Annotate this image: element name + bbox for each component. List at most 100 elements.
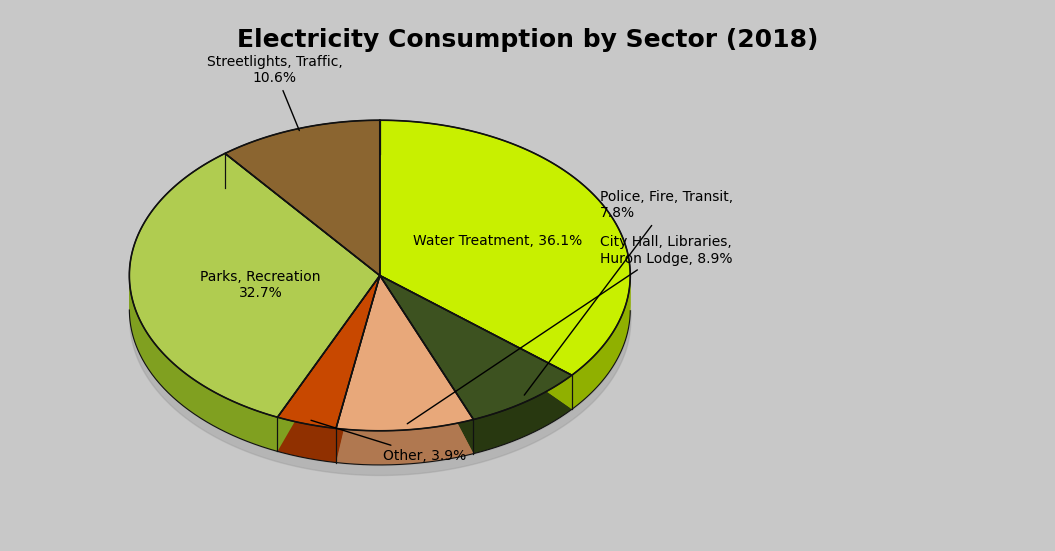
Polygon shape (277, 276, 380, 461)
Polygon shape (277, 276, 380, 454)
Polygon shape (130, 165, 380, 429)
Polygon shape (380, 134, 630, 389)
Polygon shape (380, 276, 572, 438)
Polygon shape (335, 276, 474, 443)
Polygon shape (380, 276, 572, 449)
Polygon shape (380, 154, 630, 409)
Polygon shape (380, 276, 572, 425)
Polygon shape (277, 276, 380, 452)
Polygon shape (380, 142, 630, 397)
Polygon shape (335, 276, 474, 456)
Polygon shape (335, 276, 474, 433)
Polygon shape (225, 153, 380, 276)
Polygon shape (380, 136, 630, 391)
Polygon shape (225, 131, 380, 276)
Polygon shape (380, 146, 630, 401)
Polygon shape (130, 172, 380, 436)
Polygon shape (225, 134, 380, 276)
Polygon shape (335, 276, 474, 436)
Polygon shape (335, 276, 474, 460)
Polygon shape (130, 179, 380, 443)
Polygon shape (380, 123, 630, 379)
Polygon shape (380, 137, 630, 392)
Text: Electricity Consumption by Sector (2018): Electricity Consumption by Sector (2018) (236, 28, 819, 52)
Polygon shape (277, 276, 380, 445)
Polygon shape (335, 276, 474, 445)
Polygon shape (335, 276, 474, 463)
Polygon shape (380, 276, 572, 421)
Polygon shape (130, 177, 380, 441)
Polygon shape (130, 169, 380, 433)
Polygon shape (225, 136, 380, 276)
Polygon shape (130, 170, 380, 434)
Polygon shape (380, 276, 572, 423)
Polygon shape (277, 276, 380, 459)
Polygon shape (225, 120, 380, 276)
Polygon shape (130, 162, 380, 426)
Polygon shape (225, 137, 380, 276)
Polygon shape (130, 181, 380, 445)
Polygon shape (335, 276, 474, 453)
Polygon shape (335, 276, 474, 437)
Polygon shape (277, 276, 380, 434)
Polygon shape (277, 276, 380, 444)
Polygon shape (335, 276, 474, 462)
Polygon shape (130, 174, 380, 437)
Polygon shape (380, 132, 630, 387)
Polygon shape (335, 276, 474, 465)
Polygon shape (380, 276, 572, 444)
Text: City Hall, Libraries,
Huron Lodge, 8.9%: City Hall, Libraries, Huron Lodge, 8.9% (407, 235, 733, 424)
Polygon shape (335, 276, 474, 458)
Text: Other, 3.9%: Other, 3.9% (311, 420, 466, 463)
Polygon shape (130, 182, 380, 446)
Polygon shape (335, 276, 474, 451)
Polygon shape (277, 276, 380, 442)
Polygon shape (225, 149, 380, 276)
Polygon shape (277, 276, 380, 440)
Polygon shape (380, 139, 630, 394)
Polygon shape (380, 276, 572, 452)
Polygon shape (380, 276, 572, 431)
Polygon shape (380, 276, 572, 442)
Polygon shape (225, 142, 380, 276)
Polygon shape (380, 125, 630, 380)
Polygon shape (380, 276, 572, 447)
Polygon shape (335, 276, 474, 450)
Polygon shape (335, 276, 474, 446)
Polygon shape (225, 151, 380, 276)
Polygon shape (225, 125, 380, 276)
Polygon shape (335, 276, 474, 439)
Polygon shape (277, 276, 380, 432)
Polygon shape (380, 276, 572, 433)
Polygon shape (380, 276, 572, 445)
Polygon shape (277, 276, 380, 447)
Polygon shape (225, 146, 380, 276)
Polygon shape (277, 276, 380, 428)
Polygon shape (380, 148, 630, 403)
Polygon shape (277, 276, 380, 435)
Polygon shape (335, 276, 474, 441)
Polygon shape (225, 141, 380, 276)
Polygon shape (380, 153, 630, 408)
Polygon shape (380, 276, 572, 440)
Polygon shape (130, 155, 380, 419)
Polygon shape (380, 276, 572, 453)
Polygon shape (225, 127, 380, 276)
Polygon shape (225, 129, 380, 276)
Polygon shape (225, 148, 380, 276)
Polygon shape (130, 157, 380, 420)
Polygon shape (225, 123, 380, 276)
Polygon shape (130, 164, 380, 428)
Polygon shape (225, 154, 380, 276)
Polygon shape (335, 276, 474, 431)
Polygon shape (130, 159, 380, 423)
Polygon shape (380, 141, 630, 396)
Polygon shape (380, 122, 630, 377)
Polygon shape (380, 276, 572, 430)
Polygon shape (277, 276, 380, 430)
Polygon shape (380, 276, 572, 435)
Polygon shape (335, 276, 474, 448)
Polygon shape (225, 132, 380, 276)
Polygon shape (380, 276, 572, 428)
Polygon shape (130, 186, 380, 450)
